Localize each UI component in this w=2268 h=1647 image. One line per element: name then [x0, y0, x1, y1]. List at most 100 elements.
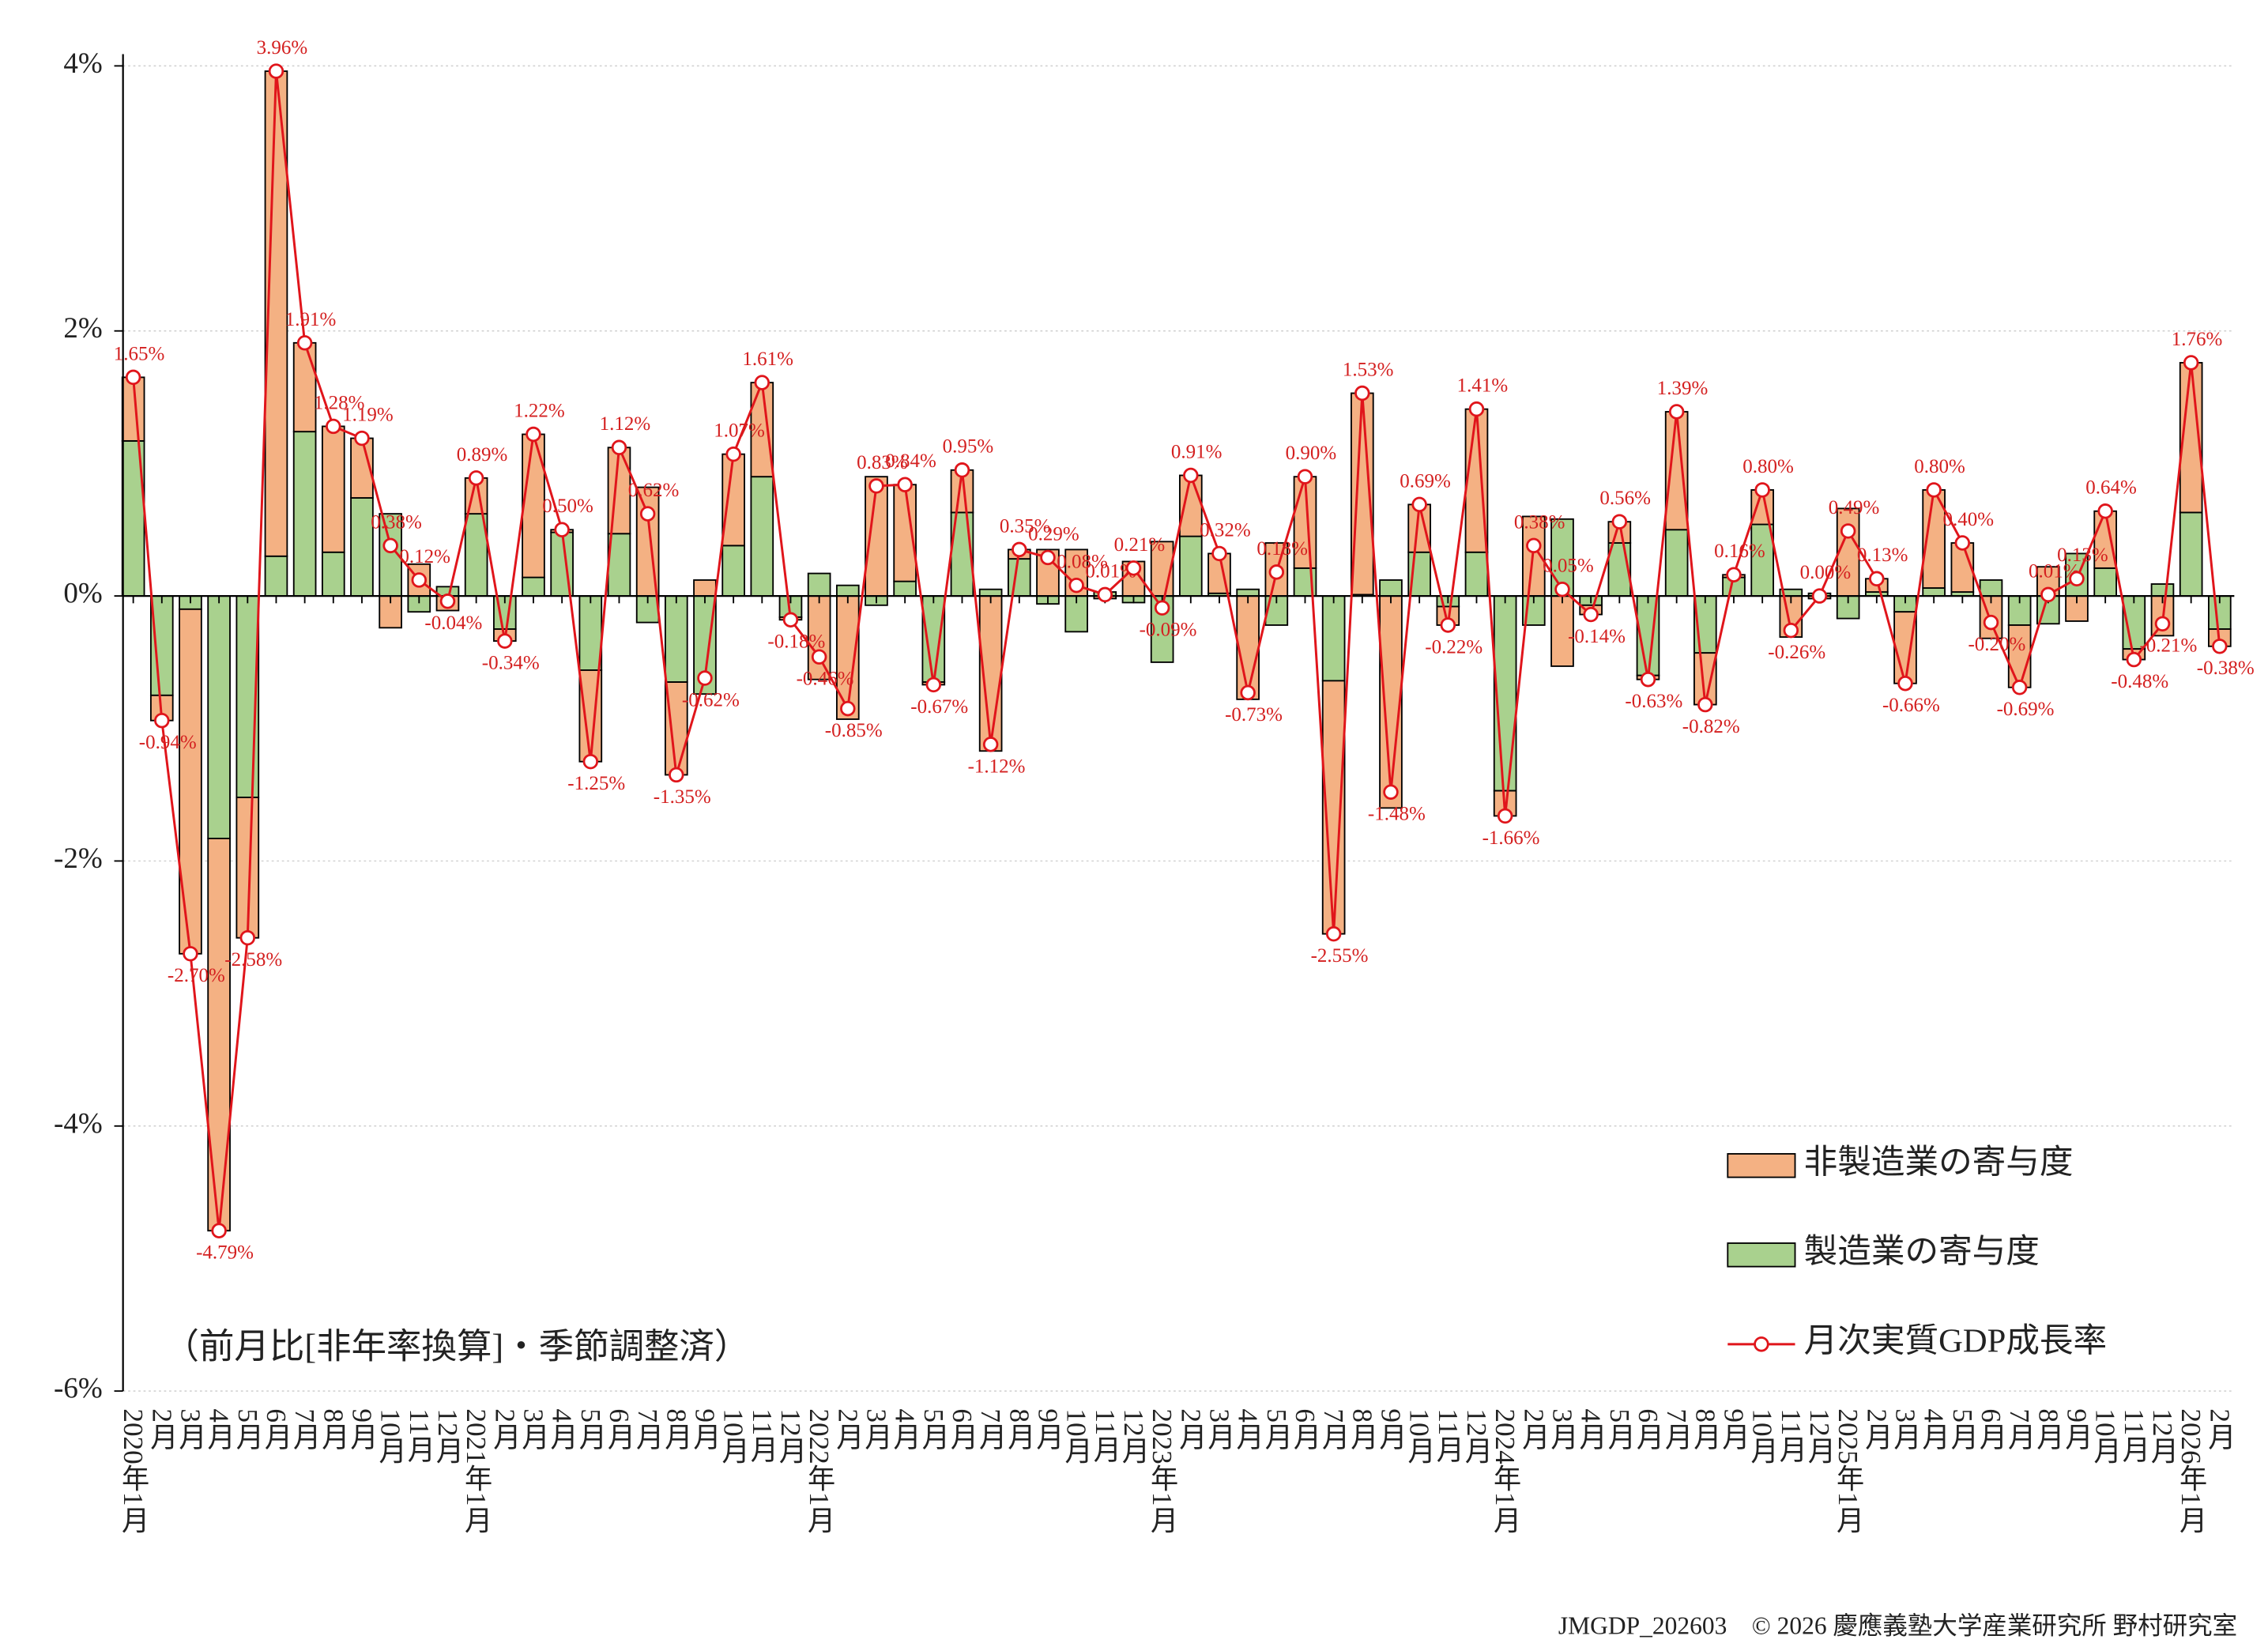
point [1325, 925, 1342, 942]
data-label: -1.48% [1368, 804, 1426, 825]
data-label: 1.65% [114, 343, 165, 364]
data-label: 0.21% [1114, 534, 1166, 556]
bar-segment [578, 595, 603, 671]
legend-label: 月次実質GDP成長率 [1804, 1323, 2108, 1360]
data-label: -1.66% [1482, 827, 1540, 849]
data-label: 0.50% [542, 496, 593, 517]
point [526, 426, 541, 443]
data-label: -1.35% [654, 786, 711, 808]
data-label: 1.22% [514, 400, 565, 421]
point [1811, 588, 1828, 604]
x-tick-label: 2025年1月 [1833, 1408, 1863, 1533]
data-label: 0.00% [1800, 562, 1852, 583]
x-tick-label: 8月 [1690, 1408, 1720, 1450]
x-tick-label: 8月 [661, 1408, 691, 1450]
x-tick-label: 11月 [1090, 1408, 1121, 1463]
point [1954, 535, 1971, 551]
data-label: -0.94% [139, 732, 197, 753]
data-label: 3.96% [257, 37, 308, 58]
data-label: 1.61% [742, 349, 793, 370]
data-label: -0.26% [1768, 642, 1825, 663]
point [1611, 514, 1628, 530]
data-label: 0.95% [943, 436, 994, 458]
point [1154, 600, 1170, 616]
x-tick-label: 4月 [204, 1408, 235, 1450]
x-tick-label: 5月 [575, 1408, 606, 1450]
point [1440, 617, 1456, 633]
point [1897, 676, 1913, 692]
bar-segment [1607, 542, 1632, 597]
bar-segment [1750, 523, 1774, 597]
data-label: 0.16% [1714, 541, 1765, 562]
y-tick-label: 2% [63, 312, 102, 345]
data-label: 0.69% [1400, 470, 1451, 492]
bar-segment [721, 453, 745, 547]
point [1840, 523, 1856, 539]
bar-segment [2093, 510, 2117, 569]
x-tick-label: 10月 [1404, 1408, 1435, 1464]
point [1068, 577, 1084, 594]
x-tick-label: 4月 [1233, 1408, 1264, 1450]
point [1554, 581, 1570, 597]
x-tick-label: 9月 [346, 1408, 377, 1450]
point [840, 700, 856, 717]
bar-segment [1464, 551, 1489, 597]
data-label: -0.20% [1968, 634, 2025, 655]
data-label: 1.39% [1657, 378, 1709, 399]
point [782, 612, 799, 628]
point [1926, 482, 1942, 498]
data-label: -0.14% [1568, 626, 1626, 647]
point [1640, 671, 1656, 688]
x-tick-label: 2月 [1861, 1408, 1892, 1450]
bar-segment [264, 70, 288, 557]
data-label: 0.08% [1057, 552, 1108, 573]
x-tick-label: 8月 [2033, 1408, 2063, 1450]
data-label: 0.89% [457, 444, 508, 465]
x-tick-label: 3月 [1889, 1408, 1920, 1450]
data-label: -0.22% [1425, 636, 1482, 658]
legend-swatch [1727, 1242, 1796, 1268]
data-label: -0.67% [910, 696, 968, 718]
x-tick-label: 6月 [261, 1408, 292, 1450]
x-tick-label: 10月 [1747, 1408, 1778, 1464]
bar-segment [321, 425, 345, 553]
x-tick-label: 5月 [1261, 1408, 1292, 1450]
x-tick-label: 10月 [1061, 1408, 1092, 1464]
x-tick-label: 10月 [2090, 1408, 2121, 1464]
x-tick-label: 5月 [1604, 1408, 1635, 1450]
point [1468, 401, 1485, 417]
point [1040, 549, 1056, 566]
point [2011, 680, 2028, 695]
bar-segment [1664, 529, 1689, 597]
x-tick-label: 2021年1月 [461, 1408, 492, 1533]
x-tick-label: 3月 [1204, 1408, 1234, 1450]
data-label: 1.76% [2172, 329, 2223, 350]
point [754, 375, 770, 390]
point [1983, 614, 1999, 631]
data-label: 1.28% [314, 392, 365, 413]
data-label: 0.38% [1514, 511, 1565, 533]
bar-segment [1321, 595, 1346, 682]
bar-segment [1236, 595, 1260, 700]
point [1668, 404, 1685, 420]
point [2069, 571, 2085, 587]
point [1497, 808, 1513, 824]
bar-segment [835, 595, 860, 720]
y-tick-label: -6% [54, 1373, 103, 1405]
x-tick-label: 6月 [1976, 1408, 2006, 1450]
x-tick-label: 2月 [489, 1408, 520, 1450]
x-tick-label: 7月 [1318, 1408, 1349, 1450]
point [1354, 385, 1370, 401]
point [639, 506, 656, 522]
bar-segment [1893, 611, 1917, 684]
x-tick-label: 11月 [747, 1408, 778, 1463]
data-label: 0.91% [1171, 441, 1223, 462]
x-tick-label: 5月 [1947, 1408, 1978, 1450]
bar-segment [693, 579, 717, 597]
point [1097, 586, 1113, 603]
point [1411, 496, 1427, 513]
point [1583, 606, 1599, 623]
bar-segment [321, 551, 345, 597]
data-label: -0.34% [482, 652, 540, 673]
